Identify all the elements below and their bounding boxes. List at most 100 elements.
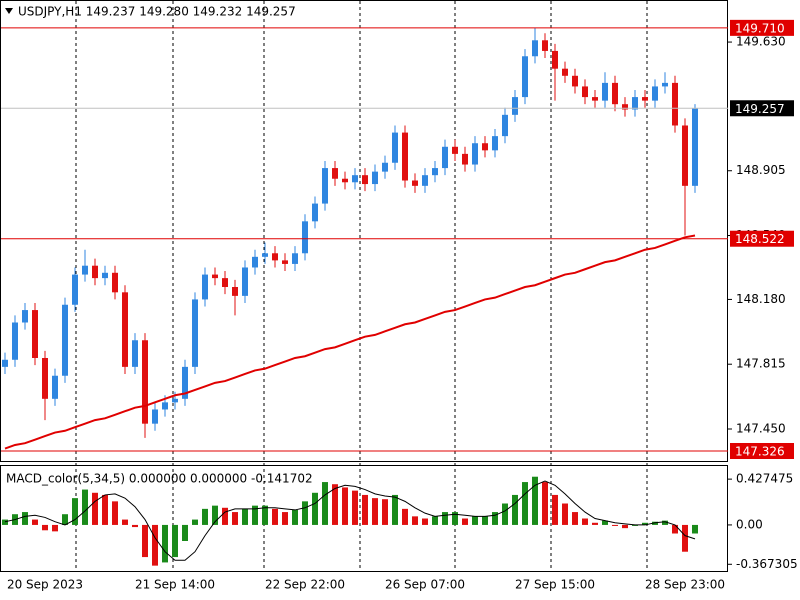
macd-bar <box>522 482 528 525</box>
macd-bar <box>212 505 218 525</box>
candle-body <box>522 56 528 98</box>
macd-bar <box>492 512 498 525</box>
macd-bar <box>612 524 618 526</box>
candle-body <box>32 310 38 358</box>
y-tick-label: 0.427475 <box>736 472 793 486</box>
candle-body <box>132 340 138 367</box>
macd-bar <box>442 512 448 525</box>
candle-body <box>572 75 578 87</box>
macd-bar <box>192 519 198 525</box>
candle-body <box>442 146 448 169</box>
candle-body <box>312 203 318 222</box>
macd-bar <box>512 494 518 525</box>
macd-bar <box>592 522 598 525</box>
candle-body <box>392 132 398 163</box>
candle-body <box>672 82 678 126</box>
x-tick-label: 26 Sep 07:00 <box>385 578 465 592</box>
candle-body <box>462 153 468 165</box>
macd-bar <box>692 524 698 534</box>
candle-body <box>112 272 118 293</box>
macd-bar <box>642 522 648 525</box>
macd-bar <box>252 505 258 525</box>
candle-body <box>412 180 418 186</box>
candle-body <box>592 97 598 101</box>
macd-bar <box>262 505 268 525</box>
candle-body <box>192 299 198 367</box>
macd-bar <box>102 494 108 525</box>
macd-bar <box>672 524 678 534</box>
macd-bar <box>382 499 388 525</box>
y-tick-label: 147.450 <box>736 421 786 435</box>
macd-bar <box>32 519 38 525</box>
candle-body <box>142 340 148 424</box>
candle-body <box>502 114 508 137</box>
macd-bar <box>22 512 28 525</box>
macd-bar <box>182 524 188 541</box>
y-tick-label: -0.367305 <box>736 557 798 571</box>
candle-body <box>512 97 518 115</box>
x-tick-label: 28 Sep 23:00 <box>645 578 725 592</box>
price-label-box <box>730 19 794 36</box>
macd-bar <box>142 524 148 558</box>
macd-bar <box>432 516 438 525</box>
macd-bar <box>422 518 428 525</box>
macd-title: MACD_color(5,34,5) 0.000000 0.000000 -0.… <box>6 472 313 486</box>
x-tick-label: 20 Sep 2023 <box>7 578 83 592</box>
macd-bar <box>552 494 558 525</box>
candle-body <box>622 104 628 110</box>
macd-bar <box>482 516 488 525</box>
macd-bar <box>372 498 378 525</box>
candle-body <box>432 168 438 176</box>
macd-bar <box>332 484 338 525</box>
candle-body <box>12 322 18 360</box>
macd-bar <box>392 494 398 525</box>
main-panel <box>0 0 728 462</box>
candle-body <box>172 398 178 403</box>
macd-bar <box>162 524 168 563</box>
candle-body <box>612 82 618 105</box>
candle-body <box>482 143 488 151</box>
macd-bar <box>402 508 408 525</box>
macd-bar <box>112 501 118 525</box>
candle-body <box>662 82 668 87</box>
macd-bar <box>682 524 688 552</box>
candle-body <box>122 292 128 367</box>
candle-body <box>402 132 408 181</box>
price-level-label: 147.326 <box>735 444 785 458</box>
y-tick-label: 148.905 <box>736 163 786 177</box>
macd-bar <box>2 519 8 525</box>
y-tick-label: 148.180 <box>736 292 786 306</box>
macd-bar <box>352 490 358 525</box>
macd-bar <box>152 524 158 566</box>
candle-body <box>22 310 28 323</box>
candle-body <box>322 168 328 204</box>
price-level-label: 148.522 <box>735 232 785 246</box>
macd-bar <box>62 514 68 525</box>
candle-body <box>542 40 548 51</box>
macd-bar <box>42 524 48 531</box>
x-tick-label: 21 Sep 14:00 <box>135 578 215 592</box>
macd-bar <box>582 518 588 525</box>
macd-bar <box>452 512 458 525</box>
candle-body <box>182 366 188 399</box>
candle-body <box>532 40 538 57</box>
candle-body <box>232 286 238 296</box>
macd-bar <box>232 512 238 525</box>
macd-bar <box>662 520 668 525</box>
macd-bar <box>502 503 508 525</box>
candle-body <box>422 175 428 186</box>
menu-triangle[interactable] <box>5 8 13 14</box>
candle-body <box>352 175 358 183</box>
candle-body <box>202 274 208 300</box>
candle-body <box>42 357 48 399</box>
macd-bar <box>302 501 308 525</box>
period-separators <box>75 1 648 571</box>
macd-bar <box>572 512 578 525</box>
candle-body <box>162 402 168 410</box>
candle-body <box>292 253 298 264</box>
y-tick-label: 147.815 <box>736 357 786 371</box>
price-level-label: 149.257 <box>735 102 785 116</box>
candle-body <box>372 171 378 185</box>
macd-bar <box>122 519 128 525</box>
